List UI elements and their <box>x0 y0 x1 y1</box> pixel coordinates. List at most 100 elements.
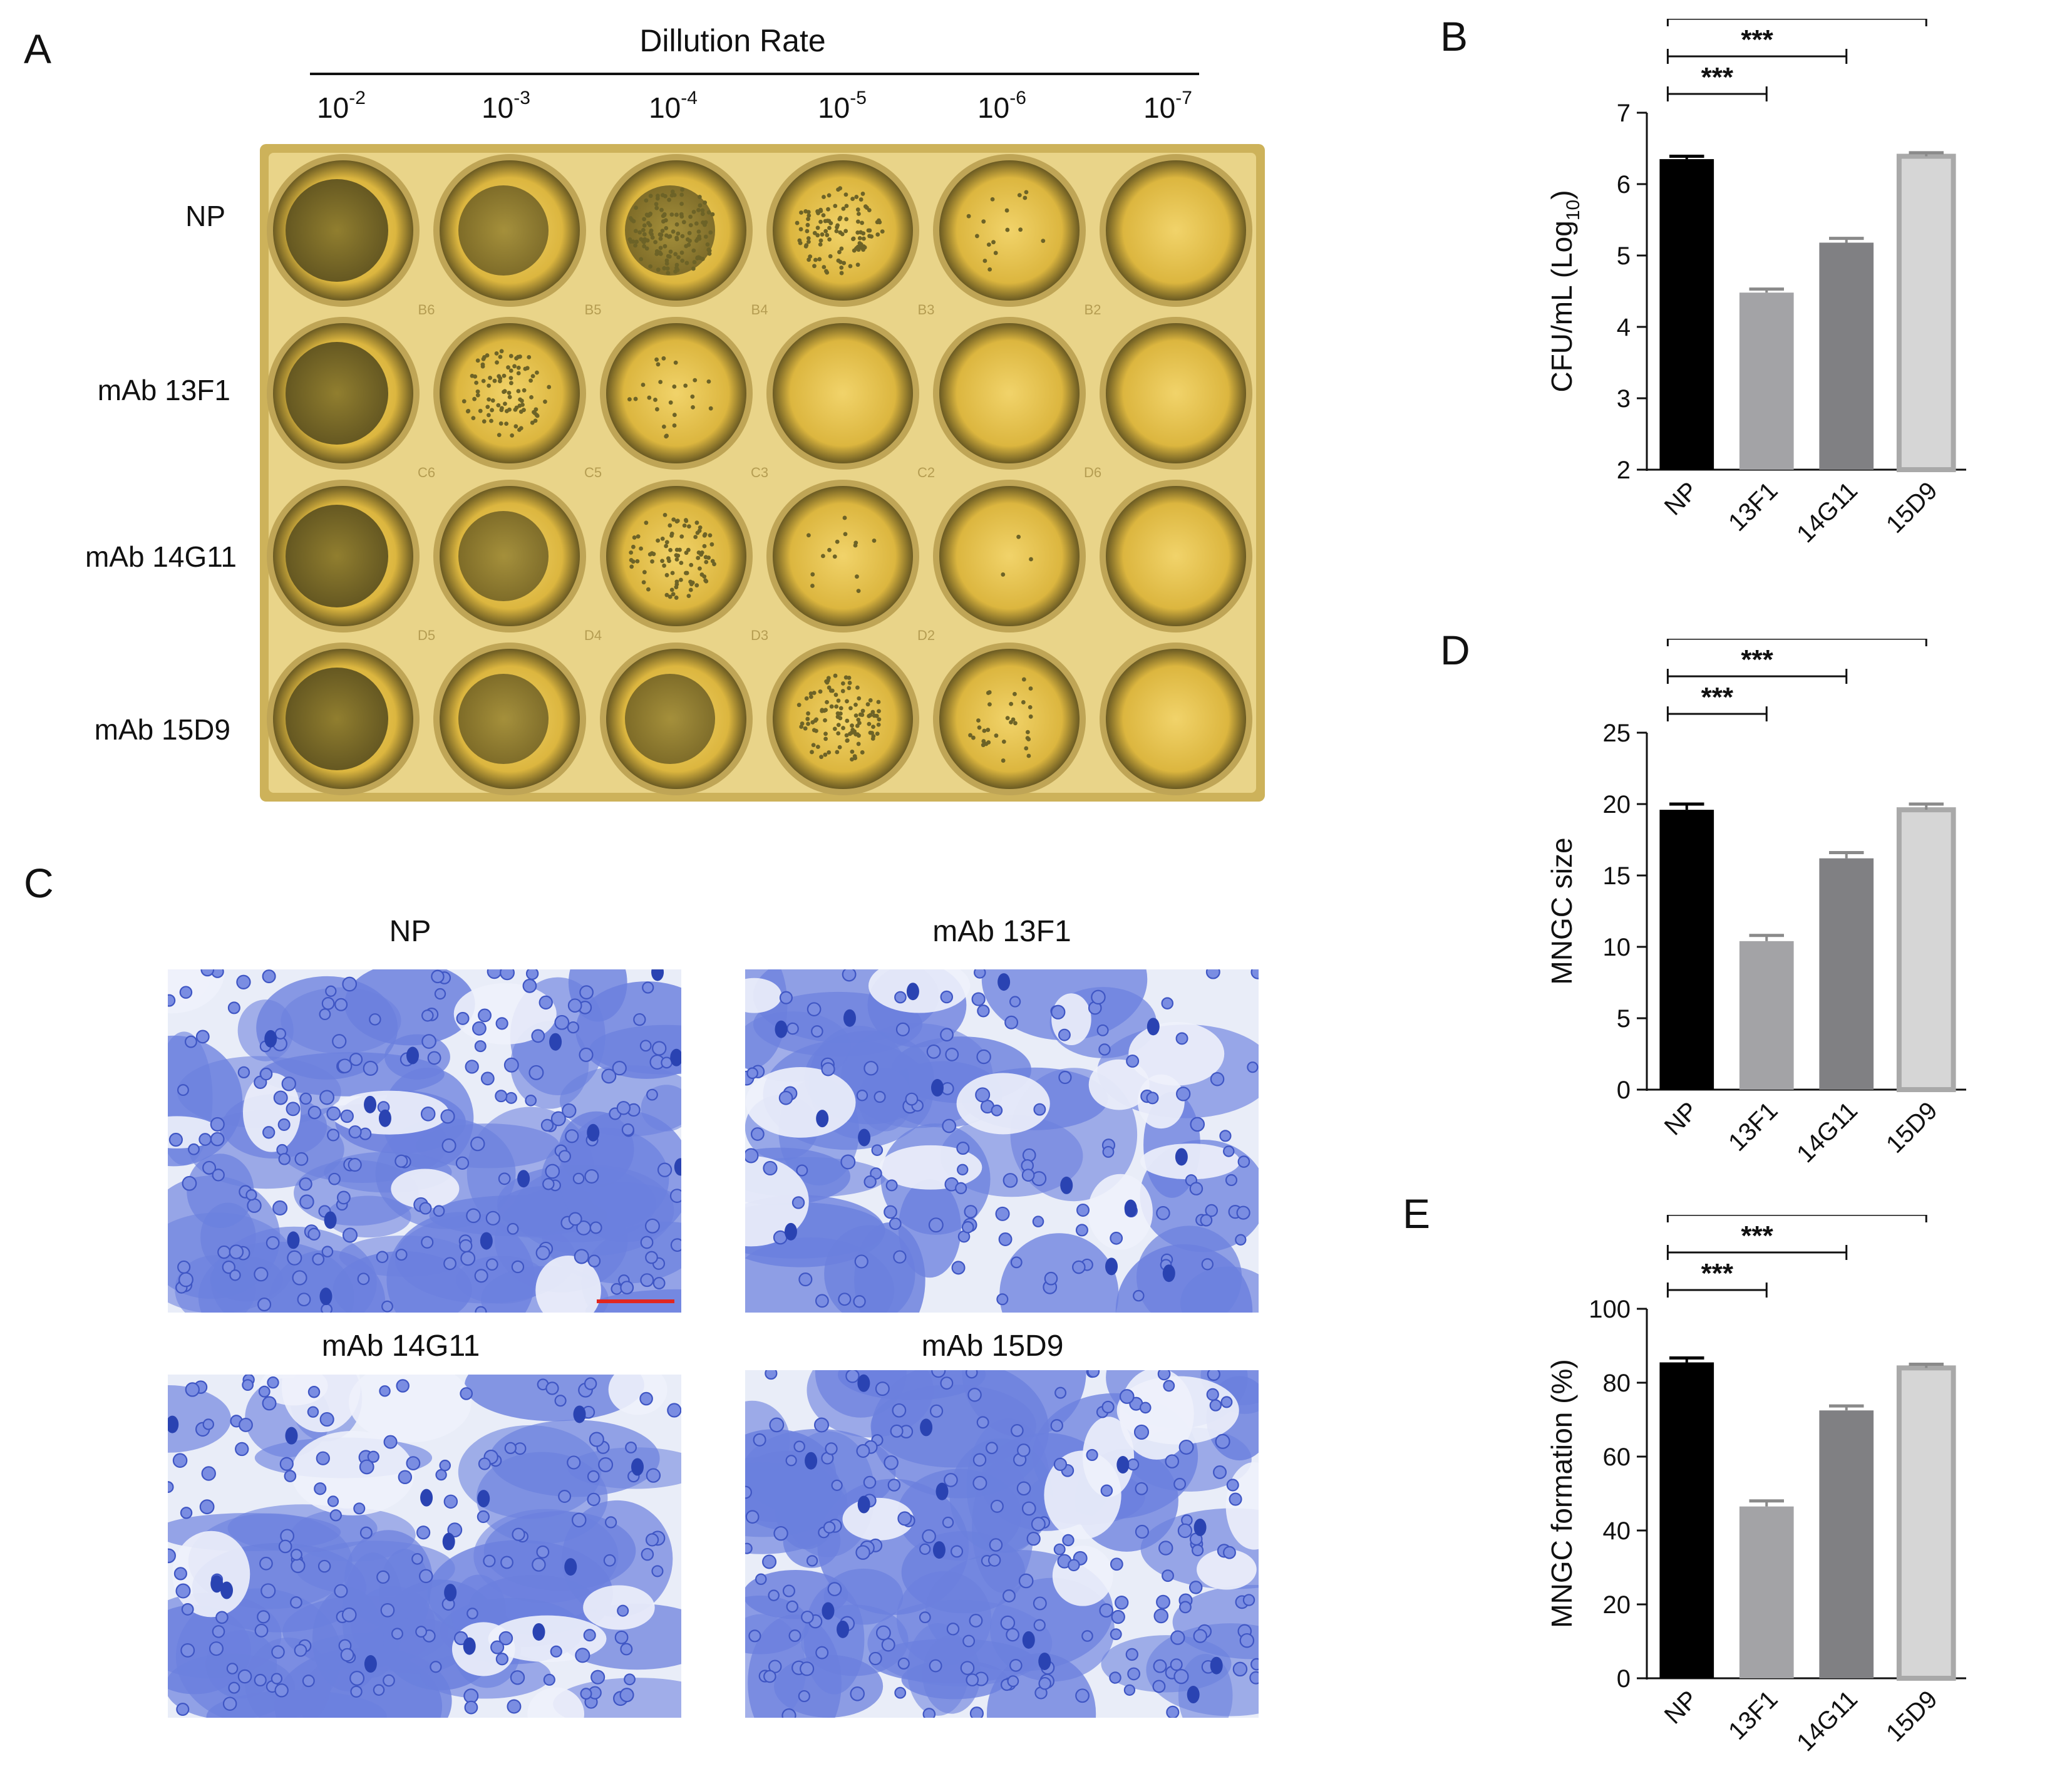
nucleus <box>567 1455 581 1470</box>
single-cell <box>670 1048 681 1066</box>
nucleus <box>806 1555 818 1567</box>
nucleus <box>976 1416 989 1429</box>
nucleus <box>753 1433 766 1447</box>
colony <box>669 533 674 538</box>
single-cell <box>1124 1199 1137 1217</box>
clear-area <box>879 1145 982 1190</box>
dilution-tick-base: 10 <box>1143 91 1176 124</box>
nucleus <box>995 1206 1010 1221</box>
colony <box>495 360 499 365</box>
colony <box>868 698 873 703</box>
colony <box>837 745 842 750</box>
well-id-label: B2 <box>1085 302 1101 317</box>
colony <box>660 229 665 234</box>
colony <box>870 710 875 715</box>
nucleus <box>926 1044 941 1059</box>
colony <box>651 552 656 557</box>
nucleus <box>1133 1289 1145 1302</box>
well-id-label: B3 <box>918 302 935 317</box>
nucleus <box>1165 1454 1180 1468</box>
nucleus <box>1176 1086 1191 1102</box>
nucleus <box>1068 1559 1080 1572</box>
colony <box>507 390 512 395</box>
nucleus <box>328 1172 341 1185</box>
nucleus <box>969 1614 983 1628</box>
nucleus <box>1250 1658 1259 1671</box>
nucleus <box>290 1549 302 1561</box>
nucleus <box>856 1444 870 1458</box>
nucleus <box>262 1126 276 1139</box>
nucleus <box>217 1245 231 1259</box>
cytoplasm-region <box>415 1123 560 1169</box>
significance-label: *** <box>1741 644 1773 675</box>
colony <box>857 235 862 240</box>
colony <box>981 739 986 743</box>
nucleus <box>889 1217 902 1231</box>
colony <box>860 708 865 713</box>
colony <box>547 385 552 390</box>
colony <box>664 592 669 597</box>
colony <box>982 728 987 733</box>
nucleus <box>1239 1633 1255 1648</box>
colony <box>481 356 486 361</box>
nucleus <box>348 1157 362 1172</box>
nucleus <box>188 1143 200 1155</box>
nucleus <box>406 1456 421 1471</box>
single-cell <box>285 1427 298 1445</box>
nucleus <box>416 1525 431 1540</box>
nucleus <box>1053 1457 1068 1472</box>
nucleus <box>601 1068 617 1084</box>
nucleus <box>395 1249 408 1261</box>
colony <box>833 204 838 209</box>
well <box>606 323 746 463</box>
nucleus <box>962 1634 976 1648</box>
nucleus <box>242 1379 254 1391</box>
colony <box>676 553 681 558</box>
single-cell <box>775 1020 788 1038</box>
nucleus <box>1213 1465 1227 1479</box>
colony <box>662 266 667 271</box>
colony <box>642 570 647 575</box>
dilution-tick-exponent: -2 <box>349 88 366 108</box>
colony <box>843 229 848 234</box>
nucleus <box>485 1210 500 1226</box>
nucleus <box>1242 1594 1255 1606</box>
colony <box>490 398 495 403</box>
nucleus <box>584 1377 597 1390</box>
nucleus <box>528 1065 544 1080</box>
colony <box>1004 208 1009 213</box>
colony <box>698 525 703 530</box>
nucleus <box>1179 1601 1192 1614</box>
significance-label: *** <box>1741 24 1773 55</box>
colony <box>860 192 865 196</box>
colony <box>968 733 972 738</box>
colony <box>481 378 486 383</box>
nucleus <box>942 1516 954 1529</box>
nucleus <box>940 1028 954 1042</box>
colony <box>824 679 829 684</box>
colony <box>669 587 674 592</box>
colony <box>813 257 818 262</box>
colony <box>856 741 861 746</box>
nucleus <box>801 1610 814 1624</box>
cytoplasm-region <box>858 1068 912 1132</box>
nucleus <box>922 1708 936 1718</box>
nucleus <box>589 1432 604 1447</box>
nucleus <box>512 1527 525 1541</box>
colony <box>516 371 521 376</box>
micrograph-15d9 <box>745 1370 1259 1718</box>
micro-title-14g11: mAb 14G11 <box>321 1329 480 1363</box>
single-cell <box>564 1558 577 1576</box>
x-tick-label: 13F1 <box>1723 1685 1783 1745</box>
nucleus <box>667 1403 681 1418</box>
colony <box>488 376 493 380</box>
nucleus <box>1215 1433 1230 1449</box>
nucleus <box>652 1041 667 1056</box>
nucleus <box>639 1391 653 1406</box>
nucleus <box>316 1451 330 1465</box>
single-cell <box>1038 1652 1051 1670</box>
colony <box>700 212 705 216</box>
nucleus <box>254 1673 267 1687</box>
colony <box>850 757 854 761</box>
dilution-tick-base: 10 <box>649 91 681 124</box>
